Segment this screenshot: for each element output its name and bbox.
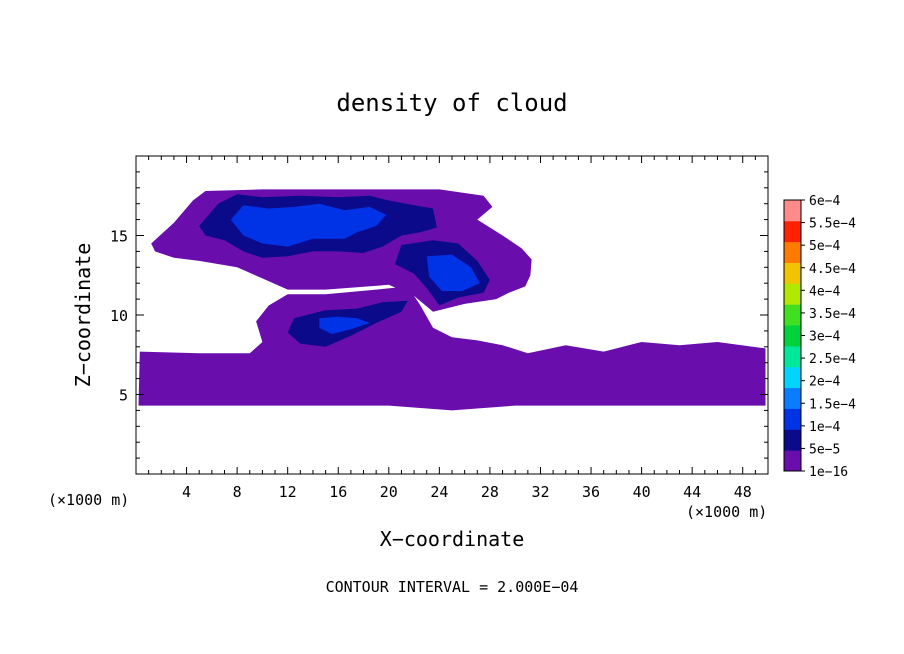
x-tick-label: 20 — [380, 483, 398, 501]
y-axis-label: Z−coordinate — [71, 243, 95, 388]
x-unit-left: (×1000 m) — [48, 491, 129, 509]
colorbar-label: 2.5e−4 — [809, 352, 856, 367]
colorbar: 1e−16 5e−5 1e−4 1.5e−4 2e−4 2.5e−4 3e−4 3.5e−4 4… — [783, 194, 856, 480]
x-tick-label: 36 — [582, 483, 600, 501]
x-tick-label: 12 — [279, 483, 297, 501]
density-region-level-3 — [230, 203, 387, 247]
colorbar-swatch — [784, 220, 801, 243]
colorbar-swatch — [784, 325, 801, 347]
colorbar-label: 5e−4 — [809, 239, 840, 254]
density-region-level-3 — [319, 316, 370, 335]
colorbar-swatch — [784, 304, 801, 326]
x-tick-label: 24 — [430, 483, 448, 501]
density-region-level-1 — [138, 286, 766, 411]
colorbar-swatch — [784, 366, 801, 389]
x-tick-label: 28 — [481, 483, 499, 501]
contour-interval-note: CONTOUR INTERVAL = 2.000E−04 — [326, 578, 579, 596]
colorbar-label: 3.5e−4 — [809, 307, 856, 322]
colorbar-label: 5e−5 — [809, 442, 840, 457]
x-axis-label: X−coordinate — [380, 527, 525, 551]
colorbar-swatch — [784, 262, 801, 284]
y-tick-label: 15 — [110, 228, 128, 246]
colorbar-label: 6e−4 — [809, 194, 840, 209]
colorbar-label: 1e−16 — [809, 465, 848, 480]
x-unit-right: (×1000 m) — [686, 503, 767, 521]
x-tick-label: 44 — [683, 483, 701, 501]
x-tick-label: 32 — [531, 483, 549, 501]
y-tick-label: 10 — [110, 307, 128, 325]
colorbar-swatch — [784, 387, 801, 409]
density-region-level-3 — [426, 254, 480, 292]
colorbar-label: 3e−4 — [809, 330, 840, 345]
colorbar-label: 5.5e−4 — [809, 217, 856, 232]
colorbar-swatch — [784, 200, 801, 222]
colorbar-swatch — [784, 408, 801, 430]
x-tick-label: 40 — [633, 483, 651, 501]
x-tick-label: 4 — [182, 483, 191, 501]
colorbar-swatch — [784, 450, 801, 472]
colorbar-label: 1.5e−4 — [809, 397, 856, 412]
colorbar-label: 4e−4 — [809, 284, 840, 299]
cloud-density-field — [138, 189, 766, 411]
colorbar-label: 2e−4 — [809, 375, 840, 390]
chart-title: density of cloud — [336, 89, 567, 117]
colorbar-swatch — [784, 241, 801, 263]
y-axis: 5 10 15 — [110, 171, 768, 459]
x-tick-label: 8 — [233, 483, 242, 501]
colorbar-label: 1e−4 — [809, 420, 840, 435]
colorbar-swatch — [784, 283, 801, 305]
colorbar-swatch — [784, 429, 801, 451]
y-tick-label: 5 — [119, 387, 128, 405]
x-tick-label: 48 — [734, 483, 752, 501]
density-region-level-1 — [268, 383, 294, 392]
colorbar-label: 4.5e−4 — [809, 262, 856, 277]
x-tick-label: 16 — [329, 483, 347, 501]
x-axis: 4 8 12 16 20 24 28 32 36 40 44 48 — [148, 156, 756, 501]
colorbar-swatch — [784, 345, 801, 368]
